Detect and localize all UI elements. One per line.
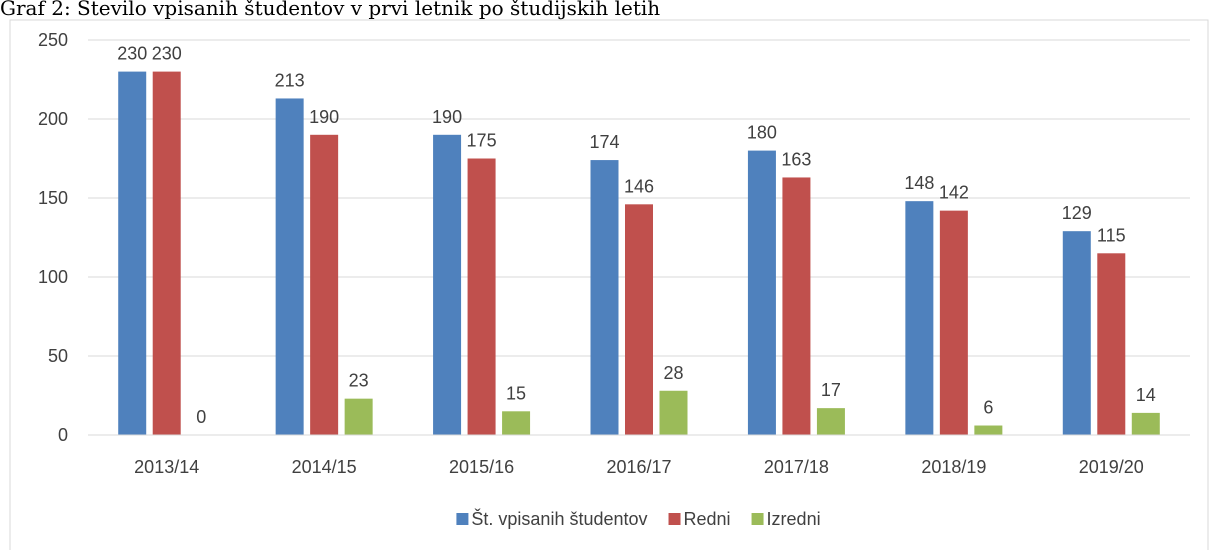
x-tick-label: 2018/19 bbox=[921, 457, 986, 477]
bar bbox=[502, 411, 531, 435]
bar bbox=[433, 134, 462, 436]
y-tick-label: 100 bbox=[38, 267, 68, 287]
y-tick-label: 200 bbox=[38, 109, 68, 129]
legend-label: Izredni bbox=[767, 509, 821, 529]
data-label: 17 bbox=[821, 380, 841, 400]
bar bbox=[152, 71, 181, 435]
bar bbox=[1062, 231, 1091, 435]
bar bbox=[344, 398, 373, 435]
bar bbox=[816, 408, 845, 435]
bar bbox=[590, 160, 619, 435]
bar bbox=[747, 150, 776, 435]
x-tick-label: 2014/15 bbox=[292, 457, 357, 477]
bar bbox=[625, 204, 653, 435]
x-tick-label: 2015/16 bbox=[449, 457, 514, 477]
data-label: 0 bbox=[196, 407, 206, 427]
bar bbox=[974, 425, 1003, 435]
bar bbox=[1131, 412, 1160, 435]
y-tick-label: 50 bbox=[48, 346, 68, 366]
data-label: 6 bbox=[983, 398, 993, 418]
legend-swatch bbox=[751, 513, 764, 525]
data-label: 15 bbox=[506, 383, 526, 403]
bar bbox=[905, 201, 934, 435]
data-label: 142 bbox=[939, 183, 969, 203]
data-label: 230 bbox=[152, 44, 182, 64]
data-label: 175 bbox=[467, 131, 497, 151]
x-tick-label: 2016/17 bbox=[606, 457, 671, 477]
data-label: 148 bbox=[904, 173, 934, 193]
bar bbox=[782, 177, 811, 435]
bar bbox=[659, 390, 688, 435]
bar bbox=[310, 134, 339, 436]
data-label: 23 bbox=[349, 371, 369, 391]
data-label: 115 bbox=[1097, 225, 1126, 245]
data-label: 180 bbox=[747, 123, 777, 143]
data-label: 14 bbox=[1136, 385, 1156, 405]
bar bbox=[939, 210, 968, 435]
data-label: 174 bbox=[589, 132, 619, 152]
y-tick-label: 150 bbox=[38, 188, 68, 208]
data-label: 163 bbox=[781, 149, 811, 169]
x-tick-label: 2017/18 bbox=[764, 457, 829, 477]
legend-label: Št. vpisanih študentov bbox=[471, 508, 647, 529]
data-label: 190 bbox=[309, 107, 339, 127]
data-label: 230 bbox=[117, 44, 147, 64]
bar bbox=[1097, 253, 1126, 435]
data-label: 146 bbox=[624, 176, 654, 196]
legend-swatch bbox=[668, 513, 681, 525]
legend-swatch bbox=[456, 513, 469, 525]
bar bbox=[467, 158, 496, 435]
data-label: 213 bbox=[275, 70, 305, 90]
data-label: 129 bbox=[1062, 203, 1092, 223]
bar bbox=[275, 98, 304, 436]
x-tick-label: 2013/14 bbox=[134, 457, 199, 477]
legend-label: Redni bbox=[684, 509, 731, 529]
chart-title: Graf 2: Število vpisanih študentov v prv… bbox=[0, 0, 660, 20]
x-tick-label: 2019/20 bbox=[1079, 457, 1144, 477]
y-tick-label: 0 bbox=[58, 425, 68, 445]
y-tick-label: 250 bbox=[38, 30, 68, 50]
data-label: 190 bbox=[432, 107, 462, 127]
data-label: 28 bbox=[663, 363, 683, 383]
bar bbox=[118, 71, 147, 435]
